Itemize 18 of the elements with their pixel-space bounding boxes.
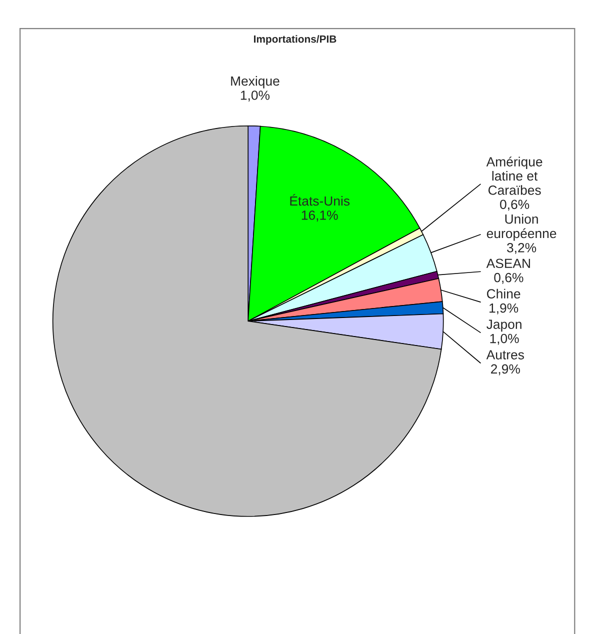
data-label: 1,0% bbox=[240, 90, 270, 102]
data-label: 2,9% bbox=[491, 364, 520, 376]
data-label: 0,6% bbox=[500, 200, 530, 211]
data-label: 0,6% bbox=[494, 272, 524, 284]
data-label: 3,2% bbox=[506, 243, 536, 254]
data-label: 1,9% bbox=[490, 303, 518, 314]
slice-label: Japon bbox=[486, 320, 522, 332]
slice-label: Chine bbox=[486, 288, 520, 299]
data-label: 1,0% bbox=[490, 334, 519, 345]
slice-label: Union européenne bbox=[486, 214, 556, 241]
pie-slice bbox=[52, 125, 442, 517]
slice-label: ASEAN bbox=[486, 258, 530, 268]
slice-label: Amérique latine et Caraïbes bbox=[486, 156, 542, 195]
data-label: 16,1% bbox=[302, 210, 338, 222]
chart-title: Importations/PIB bbox=[254, 35, 336, 45]
slice-label: Mexique bbox=[231, 76, 280, 88]
slice-label: Autres bbox=[486, 350, 524, 360]
slice-label: États-Unis bbox=[290, 194, 350, 206]
